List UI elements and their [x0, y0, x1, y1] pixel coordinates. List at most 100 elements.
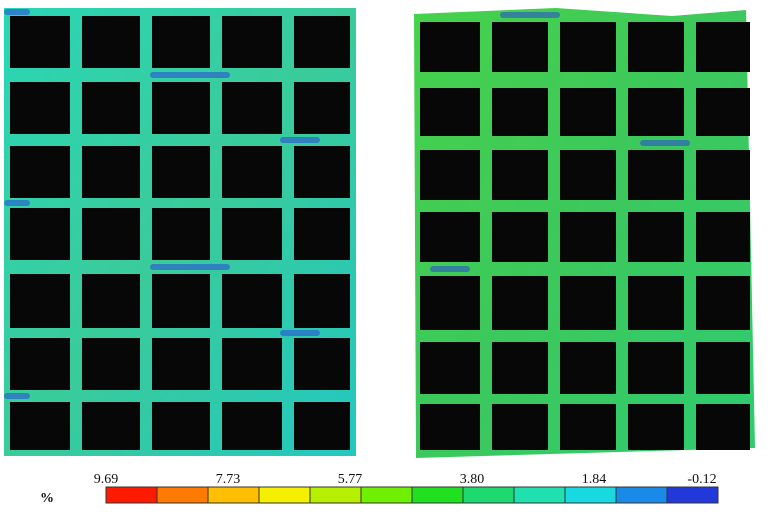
left-specimen-panel [4, 8, 356, 456]
colorbar-tick-label: 9.69 [94, 472, 119, 487]
grid-cell [152, 274, 210, 328]
grid-cell [560, 22, 616, 72]
grid-cell [82, 208, 140, 260]
left-specimen-cells [10, 16, 350, 450]
grid-cell [222, 146, 282, 198]
grid-cell [222, 208, 282, 260]
grid-cell [696, 404, 750, 450]
grid-cell [560, 276, 616, 330]
grid-cell [294, 82, 350, 134]
grid-cell [82, 274, 140, 328]
grid-cell [560, 212, 616, 262]
colorbar-segment [360, 486, 413, 504]
grid-cell [696, 276, 750, 330]
grid-cell [152, 402, 210, 450]
grid-cell [628, 276, 684, 330]
colorbar-tick-labels: 9.69 7.73 5.77 3.80 1.84 -0.12 [94, 472, 717, 487]
grid-cell [492, 404, 548, 450]
grid-cell [492, 88, 548, 136]
grid-cell [10, 146, 70, 198]
grid-cell [628, 404, 684, 450]
strain-band [4, 393, 30, 399]
colorbar-segment [411, 486, 464, 504]
grid-cell [420, 88, 480, 136]
strain-band [150, 264, 230, 270]
grid-cell [152, 146, 210, 198]
grid-cell [420, 150, 480, 200]
grid-cell [628, 212, 684, 262]
grid-cell [10, 338, 70, 390]
grid-cell [152, 16, 210, 68]
strain-band [500, 12, 560, 18]
grid-cell [492, 212, 548, 262]
colorbar-segment [156, 486, 209, 504]
grid-cell [420, 342, 480, 394]
grid-cell [628, 342, 684, 394]
colorbar-segment [258, 486, 311, 504]
grid-cell [294, 338, 350, 390]
grid-cell [222, 402, 282, 450]
grid-cell [560, 150, 616, 200]
colorbar-tick-label: 7.73 [216, 472, 241, 487]
right-specimen-cells [420, 22, 750, 450]
strain-band [4, 9, 30, 15]
grid-cell [222, 274, 282, 328]
grid-cell [152, 82, 210, 134]
grid-cell [294, 146, 350, 198]
colorbar-tick-label: 5.77 [338, 472, 363, 487]
colorbar-tick-label: 3.80 [460, 472, 485, 487]
colorbar-segment [615, 486, 668, 504]
colorbar: % 9.69 7.73 5.77 3.80 1.84 -0.12 [40, 472, 719, 506]
grid-cell [628, 22, 684, 72]
grid-cell [82, 16, 140, 68]
right-strain-bands [430, 12, 690, 272]
strain-band [430, 266, 470, 272]
colorbar-unit: % [40, 491, 54, 506]
grid-cell [560, 404, 616, 450]
grid-cell [420, 404, 480, 450]
grid-cell [560, 88, 616, 136]
grid-cell [294, 402, 350, 450]
grid-cell [696, 342, 750, 394]
grid-cell [222, 338, 282, 390]
colorbar-segment [462, 486, 515, 504]
grid-cell [560, 342, 616, 394]
grid-cell [222, 16, 282, 68]
grid-cell [492, 342, 548, 394]
grid-cell [82, 338, 140, 390]
strain-band [150, 72, 230, 78]
colorbar-segment [309, 486, 362, 504]
left-strain-bands [4, 9, 320, 399]
grid-cell [492, 276, 548, 330]
grid-cell [628, 150, 684, 200]
grid-cell [10, 82, 70, 134]
grid-cell [492, 150, 548, 200]
grid-cell [82, 82, 140, 134]
grid-cell [294, 274, 350, 328]
grid-cell [10, 274, 70, 328]
colorbar-segment [666, 486, 719, 504]
colorbar-segment [564, 486, 617, 504]
strain-band [640, 140, 690, 146]
grid-cell [696, 22, 750, 72]
colorbar-segment [105, 486, 158, 504]
colorbar-tick-label: -0.12 [687, 472, 716, 487]
grid-cell [420, 22, 480, 72]
colorbar-segment [207, 486, 260, 504]
colorbar-tick-label: 1.84 [582, 472, 607, 487]
grid-cell [420, 276, 480, 330]
colorbar-segment [513, 486, 566, 504]
grid-cell [10, 402, 70, 450]
strain-band [280, 330, 320, 336]
grid-cell [696, 212, 750, 262]
grid-cell [492, 22, 548, 72]
grid-cell [294, 16, 350, 68]
grid-cell [294, 208, 350, 260]
strain-band [4, 200, 30, 206]
grid-cell [152, 338, 210, 390]
grid-cell [696, 150, 750, 200]
grid-cell [10, 208, 70, 260]
strain-band [280, 137, 320, 143]
grid-cell [420, 212, 480, 262]
